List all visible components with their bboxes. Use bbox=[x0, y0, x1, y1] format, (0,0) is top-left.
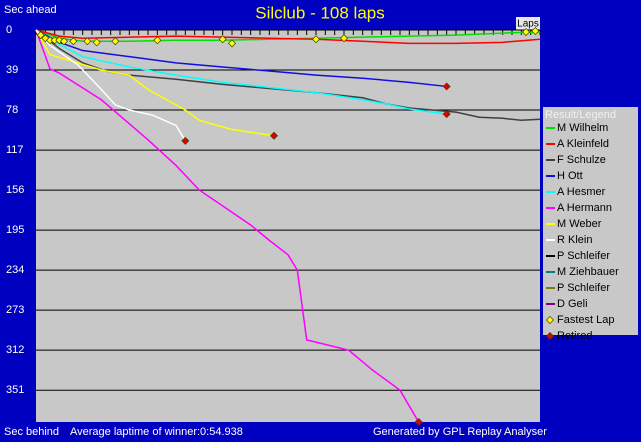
legend-label: A Kleinfeld bbox=[557, 138, 609, 150]
y-tick-label: 39 bbox=[6, 64, 18, 76]
legend-label: D Geli bbox=[557, 298, 588, 310]
marker bbox=[153, 36, 162, 45]
marker bbox=[228, 39, 236, 48]
y-tick-label: 234 bbox=[6, 264, 24, 276]
series-line bbox=[35, 29, 447, 88]
marker bbox=[83, 37, 92, 46]
legend-label: F Schulze bbox=[557, 154, 606, 166]
marker bbox=[111, 37, 120, 46]
series-line bbox=[35, 29, 275, 137]
legend-box bbox=[543, 107, 638, 335]
y-tick-label: 156 bbox=[6, 184, 24, 196]
chart-title: Silclub - 108 laps bbox=[255, 3, 384, 22]
legend-label: Fastest Lap bbox=[557, 314, 614, 326]
legend-label: H Ott bbox=[557, 170, 583, 182]
marker bbox=[522, 28, 530, 37]
marker bbox=[442, 82, 451, 91]
series-line bbox=[35, 29, 447, 115]
marker bbox=[69, 37, 78, 46]
y-tick-label: 78 bbox=[6, 104, 18, 116]
legend-label: Retired bbox=[557, 330, 592, 342]
plot-area bbox=[36, 30, 540, 422]
marker bbox=[92, 38, 101, 47]
y-tick-label: 312 bbox=[6, 344, 24, 356]
legend-title: Result/Legend bbox=[545, 109, 616, 121]
legend-label: M Weber bbox=[557, 218, 602, 230]
y-label-bottom: Sec behind bbox=[4, 426, 59, 438]
series-line bbox=[35, 29, 541, 43]
footer-right: Generated by GPL Replay Analyser bbox=[373, 426, 547, 438]
legend-swatch bbox=[546, 332, 554, 340]
series-line bbox=[35, 29, 541, 45]
x-label: Laps bbox=[517, 19, 539, 30]
legend-label: M Wilhelm bbox=[557, 122, 608, 134]
legend-label: A Hermann bbox=[557, 202, 612, 214]
legend-swatch bbox=[546, 316, 554, 324]
y-tick-label: 117 bbox=[6, 144, 24, 156]
series-line bbox=[35, 29, 420, 423]
marker bbox=[340, 34, 348, 43]
legend-label: R Klein bbox=[557, 234, 592, 246]
y-label-top: Sec ahead bbox=[4, 4, 57, 16]
legend-label: A Hesmer bbox=[557, 186, 606, 198]
y-tick-label: 273 bbox=[6, 304, 24, 316]
y-tick-label: 351 bbox=[6, 384, 24, 396]
marker bbox=[270, 131, 278, 140]
x-label-box bbox=[516, 17, 540, 30]
marker bbox=[181, 136, 190, 145]
marker bbox=[218, 35, 227, 44]
y-tick-label: 195 bbox=[6, 224, 24, 236]
marker bbox=[60, 37, 68, 46]
marker bbox=[312, 35, 320, 44]
legend-label: P Schleifer bbox=[557, 250, 610, 262]
marker bbox=[531, 27, 540, 36]
legend-label: P Schleifer bbox=[557, 282, 610, 294]
y-tick-label: 0 bbox=[6, 24, 12, 36]
footer-left: Average laptime of winner:0:54.938 bbox=[70, 426, 243, 438]
marker bbox=[442, 110, 451, 119]
series-line bbox=[35, 29, 186, 142]
legend-label: M Ziehbauer bbox=[557, 266, 619, 278]
marker bbox=[414, 418, 423, 426]
marker bbox=[36, 31, 45, 40]
